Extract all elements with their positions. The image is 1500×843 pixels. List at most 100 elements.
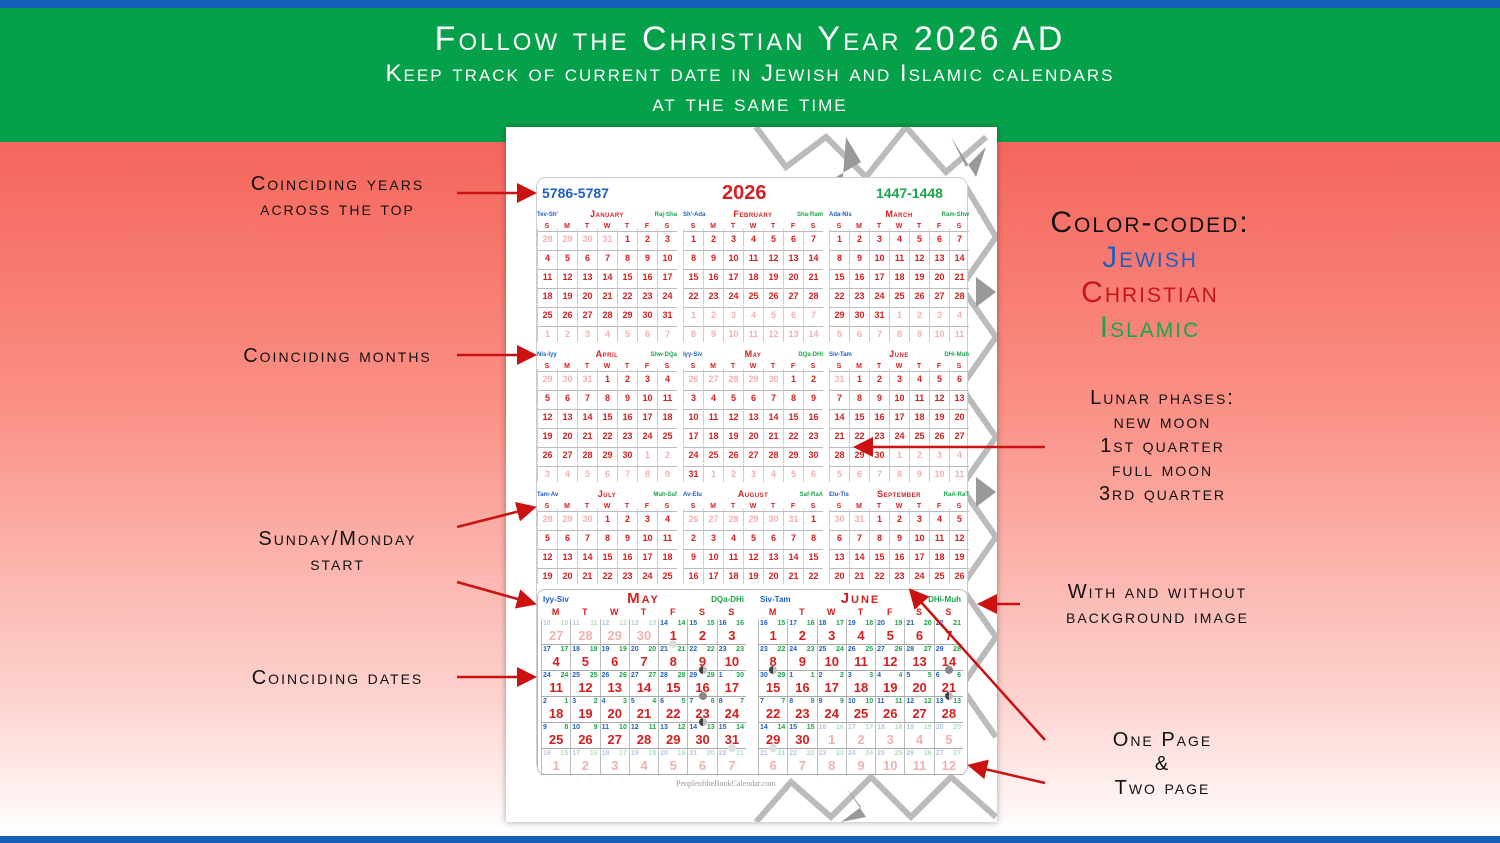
jewish-date: 18 [572, 646, 581, 653]
islamic-date: 23 [836, 750, 844, 757]
jewish-date: 30 [760, 672, 768, 679]
week-row: 10 10 27 11 11 28 12 12 29 13 13 30 14 14 1 15 15 2 16 16 3 [541, 619, 746, 648]
day-cell: 14 [783, 547, 803, 565]
islamic-date: 12 [619, 620, 627, 627]
weekday: M [564, 502, 570, 510]
christian-date: 5 [945, 732, 953, 747]
day-cell: 20 [557, 426, 577, 444]
islamic-date: 6 [957, 672, 961, 679]
week-row: 9 8 25 10 9 26 11 10 27 12 11 28 13 12 29 14 13 30 15 14 31 [541, 723, 746, 752]
day-cell: 11 [929, 528, 949, 546]
jewish-date: 23 [718, 646, 727, 653]
weekday: T [799, 607, 805, 617]
label-line: Lunar phases: [1090, 387, 1235, 409]
day-cell: 2 [803, 369, 823, 387]
jewish-months: Tev-Sh' [537, 212, 558, 218]
weekday: F [644, 362, 650, 370]
month-name: July [597, 489, 617, 499]
day-cell: 1 [637, 445, 657, 463]
label-lunar-phases: Lunar phases: new moon 1st quarter full … [1040, 386, 1285, 506]
day-cell: 6 [949, 369, 969, 387]
day-cell: 8 [829, 248, 849, 266]
jewish-date: 28 [660, 672, 668, 679]
day-cell: 26 [763, 286, 783, 304]
christian-date: 21 [941, 680, 957, 695]
weekday: S [544, 222, 550, 230]
day-cell: 5 [763, 229, 783, 247]
day-cell: 1 [869, 509, 889, 527]
day-cell: 15 [597, 547, 617, 565]
day-cell: 8 [803, 528, 823, 546]
jewish-date: 20 [877, 620, 885, 627]
label-line: Two page [1114, 777, 1211, 799]
label-coinciding-dates: Coinciding dates [251, 667, 424, 689]
islamic-date: 27 [923, 646, 932, 653]
weekday: W [895, 222, 903, 230]
week-row: 23 22 8 24 23 9 25 24 10 26 25 11 27 26 12 28 27 13 29 28 14 [758, 645, 963, 674]
islamic-date: 23 [806, 646, 815, 653]
islamic-date: 15 [806, 724, 815, 731]
christian-date: 11 [549, 680, 564, 695]
day-cell: 24 [637, 426, 657, 444]
jewish-date: 26 [847, 646, 856, 653]
month-name: September [877, 489, 921, 499]
day-cell: 6 [743, 388, 763, 406]
weekday: W [895, 502, 903, 510]
weekday: T [584, 502, 590, 510]
weekday: T [624, 222, 630, 230]
jewish-date: 17 [847, 724, 856, 731]
day-cell: 29 [557, 509, 577, 527]
weekday: T [876, 362, 882, 370]
day-cell: 26 26 13 [599, 671, 629, 696]
day-cell: 25 [703, 445, 723, 463]
christian-date: 30 [695, 732, 710, 747]
banner-subtitle-2: at the same time [652, 90, 848, 117]
day-cell: 8 [849, 388, 869, 406]
day-cell: 6 [557, 528, 577, 546]
day-cell: 3 [577, 324, 597, 342]
new-moon-icon [944, 666, 953, 674]
day-cell: 28 [537, 509, 557, 527]
day-cell: 30 [577, 229, 597, 247]
day-cell: 26 [683, 369, 703, 387]
jewish-date: 16 [760, 620, 768, 627]
jewish-date: 20 [660, 750, 668, 757]
day-cell: 20 19 5 [875, 619, 904, 644]
day-cell: 6 [557, 388, 577, 406]
label-start-day: Sunday/Monday start [215, 527, 460, 577]
day-cell: 7 [597, 248, 617, 266]
label-background: With and without background image [1030, 580, 1285, 630]
day-cell: 30 [617, 445, 637, 463]
christian-date: 24 [724, 706, 740, 721]
jewish-months: Av-Elu [683, 492, 702, 498]
weekday: S [728, 607, 735, 617]
day-cell: 22 [683, 286, 703, 304]
jewish-date: 4 [877, 672, 882, 679]
day-cell: 27 [743, 445, 763, 463]
islamic-date: 29 [777, 672, 786, 679]
day-cell: 25 25 12 [570, 671, 599, 696]
christian-date: 11 [912, 758, 927, 773]
day-cell: 5 4 21 [628, 697, 658, 722]
day-cell: 29 29 16 [687, 671, 716, 700]
week-row: 31 1 2 3 4 5 6 [829, 369, 969, 390]
day-cell: 5 5 20 [904, 671, 933, 696]
day-cell: 22 [829, 286, 849, 304]
weekday: T [770, 362, 776, 370]
day-cell: 12 [743, 547, 763, 565]
christian-date: 24 [824, 706, 839, 721]
islamic-years: 1447-1448 [876, 185, 943, 201]
day-cell: 22 [869, 566, 889, 584]
day-cell: 28 [537, 229, 557, 247]
jewish-months: Siv-Tam [760, 595, 791, 604]
week-row: 22 23 24 25 26 27 28 [829, 286, 969, 307]
islamic-date: 10 [619, 724, 627, 731]
day-cell: 10 9 26 [570, 723, 599, 748]
christian-date: 2 [581, 758, 590, 773]
week-row: 4 5 6 7 8 9 10 [537, 248, 677, 269]
day-cell: 17 17 2 [845, 723, 875, 748]
day-cell: 21 [577, 566, 597, 584]
week-row: 26 27 28 29 30 31 1 [683, 509, 823, 530]
day-cell: 14 [949, 248, 969, 266]
